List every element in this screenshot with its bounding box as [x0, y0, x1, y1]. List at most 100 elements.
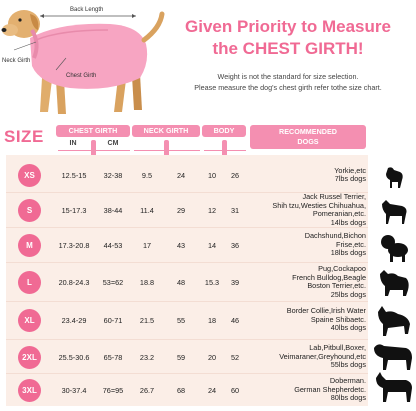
note-line-1: Weight is not the standard for size sele… — [217, 72, 359, 81]
cell-neck-cm: 55 — [176, 315, 186, 325]
cell-neck-in: 18.8 — [139, 277, 155, 287]
recommended-dogs-line: 14lbs dogs — [330, 217, 366, 227]
cell-chest-cm: 53=62 — [102, 277, 124, 287]
cell-body-cm: 52 — [230, 352, 240, 362]
recommended-dogs-cell: Yorkie,etc 7lbs dogs — [248, 165, 366, 184]
back-length-label: Back Length — [70, 7, 104, 13]
recommended-dogs-line: Jack Russel Terrier, — [302, 192, 366, 201]
cell-chest-cm: 44-53 — [103, 240, 123, 250]
cell-neck-cm: 24 — [176, 170, 186, 180]
size-title: SIZE — [4, 127, 44, 146]
cell-body-cm: 60 — [230, 385, 240, 395]
cell-neck-in: 21.5 — [139, 315, 155, 325]
recommended-dogs-line: Pomeranian,etc. — [312, 209, 366, 218]
cell-body-cm: 31 — [230, 205, 240, 215]
recommended-dogs-line: French Bulldog,Beagle — [292, 272, 366, 282]
cell-body-in: 14 — [207, 240, 217, 250]
yorkie-icon — [386, 167, 403, 188]
body-divider-tab — [222, 140, 227, 158]
cell-neck-cm: 29 — [176, 205, 186, 215]
recommended-dogs-line: Dachshund,Bichon — [304, 231, 366, 241]
cell-neck-in: 17 — [142, 240, 152, 250]
terrier-icon — [382, 200, 407, 224]
silhouette-column — [370, 160, 416, 406]
cell-neck-cm: 59 — [176, 352, 186, 362]
size-badge: S — [18, 198, 41, 222]
recommended-dogs-cell: Pug,Cockapoo French Bulldog,Beagle Boston … — [248, 264, 366, 299]
size-badge: 2XL — [18, 345, 41, 369]
bichon-icon — [381, 235, 408, 262]
size-table — [6, 155, 368, 406]
cell-neck-in: 9.5 — [141, 170, 153, 180]
size-badge: L — [18, 270, 41, 294]
cell-chest-in: 15-17.3 — [61, 205, 87, 215]
cell-body-cm: 46 — [230, 315, 240, 325]
headline-line-2: the CHEST GIRTH! — [212, 39, 364, 58]
row-separator — [6, 227, 368, 228]
cell-chest-cm: 60-71 — [103, 315, 123, 325]
cell-body-in: 12 — [207, 205, 217, 215]
cell-body-in: 15.3 — [204, 277, 220, 287]
recommended-dogs-line: 25lbs dogs — [330, 289, 366, 299]
neck-girth-label: Neck Girth — [2, 58, 31, 64]
cell-chest-in: 17.3-20.8 — [58, 240, 90, 250]
note-line-2: Please measure the dog's chest girth ref… — [194, 83, 382, 92]
size-badge: 3XL — [18, 378, 41, 402]
chest-cm-subheader: CM — [107, 140, 119, 147]
recommended-dogs-cell: Doberman. German Shepherdetc. 80lbs dogs — [248, 377, 366, 403]
headline-line-1: Given Priority to Measure — [185, 17, 391, 36]
rec-header-line-2: DOGS — [297, 137, 319, 146]
recommended-dogs-line: Shih tzu,Westies Chihuahua, — [272, 200, 366, 210]
recommended-dogs-line: Spaine Shibaetc. — [310, 314, 366, 324]
cell-body-in: 20 — [207, 352, 217, 362]
neck-divider-tab — [164, 140, 169, 158]
recommended-dogs-line: Veimaraner,Greyhound,etc — [279, 351, 366, 361]
recommended-dogs-line: Yorkie,etc — [334, 165, 366, 175]
cell-neck-in: 23.2 — [139, 352, 155, 362]
row-separator — [6, 339, 368, 340]
cell-neck-cm: 43 — [176, 240, 186, 250]
chest-in-subheader: IN — [69, 140, 77, 147]
recommended-dogs-line: 40lbs dogs — [330, 323, 366, 333]
chest-divider-tab — [91, 140, 96, 158]
recommended-dogs-cell: Border Collie,Irish Water Spaine Shibaetc… — [248, 307, 366, 333]
cell-chest-in: 12.5-15 — [61, 170, 87, 180]
recommended-dogs-cell: Dachshund,Bichon Frise,etc. 18lbs dogs — [248, 232, 366, 258]
cell-chest-in: 20.8-24.3 — [58, 277, 90, 287]
size-badge: XS — [18, 163, 41, 187]
recommended-dogs-header: RECOMMENDED DOGS — [250, 125, 366, 149]
recommended-dogs-line: Boston Terrier,etc. — [307, 281, 366, 290]
labrador-icon — [374, 344, 412, 370]
recommended-dogs-cell: Lab,Pitbull,Boxer, Veimaraner,Greyhound,e… — [248, 344, 366, 370]
recommended-dogs-line: Doberman. — [329, 376, 366, 386]
chest-girth-header: CHEST GIRTH — [56, 125, 130, 137]
cell-body-in: 24 — [207, 385, 217, 395]
row-separator — [6, 262, 368, 263]
cell-neck-in: 11.4 — [140, 205, 154, 215]
cell-body-in: 10 — [207, 170, 217, 180]
recommended-dogs-line: Border Collie,Irish Water — [286, 306, 366, 316]
body-header: BODY — [202, 125, 246, 137]
cell-chest-cm: 65-78 — [103, 352, 123, 362]
chest-girth-label: Chest Girth — [66, 73, 97, 79]
cell-body-cm: 26 — [230, 170, 240, 180]
cell-chest-in: 30-37.4 — [61, 385, 87, 395]
row-separator — [6, 373, 368, 374]
cell-chest-cm: 38-44 — [103, 205, 123, 215]
collie-icon — [378, 306, 410, 336]
bulldog-icon — [380, 270, 409, 296]
recommended-dogs-line: Frise,etc. — [335, 239, 366, 249]
cell-body-cm: 36 — [230, 240, 240, 250]
size-note: Weight is not the standard for size sele… — [168, 71, 408, 93]
size-badge: M — [18, 233, 41, 257]
cell-body-in: 18 — [207, 315, 217, 325]
cell-chest-in: 25.5-30.6 — [58, 352, 90, 362]
recommended-dogs-line: 7lbs dogs — [334, 174, 366, 183]
neck-girth-header: NECK GIRTH — [132, 125, 200, 137]
cell-body-cm: 39 — [230, 277, 240, 287]
recommended-dogs-line: 18lbs dogs — [330, 248, 366, 258]
recommended-dogs-line: 80lbs dogs — [330, 393, 366, 403]
recommended-dogs-line: 55lbs dogs — [330, 360, 366, 370]
recommended-dogs-line: German Shepherdetc. — [294, 384, 366, 394]
cell-neck-cm: 68 — [176, 385, 186, 395]
